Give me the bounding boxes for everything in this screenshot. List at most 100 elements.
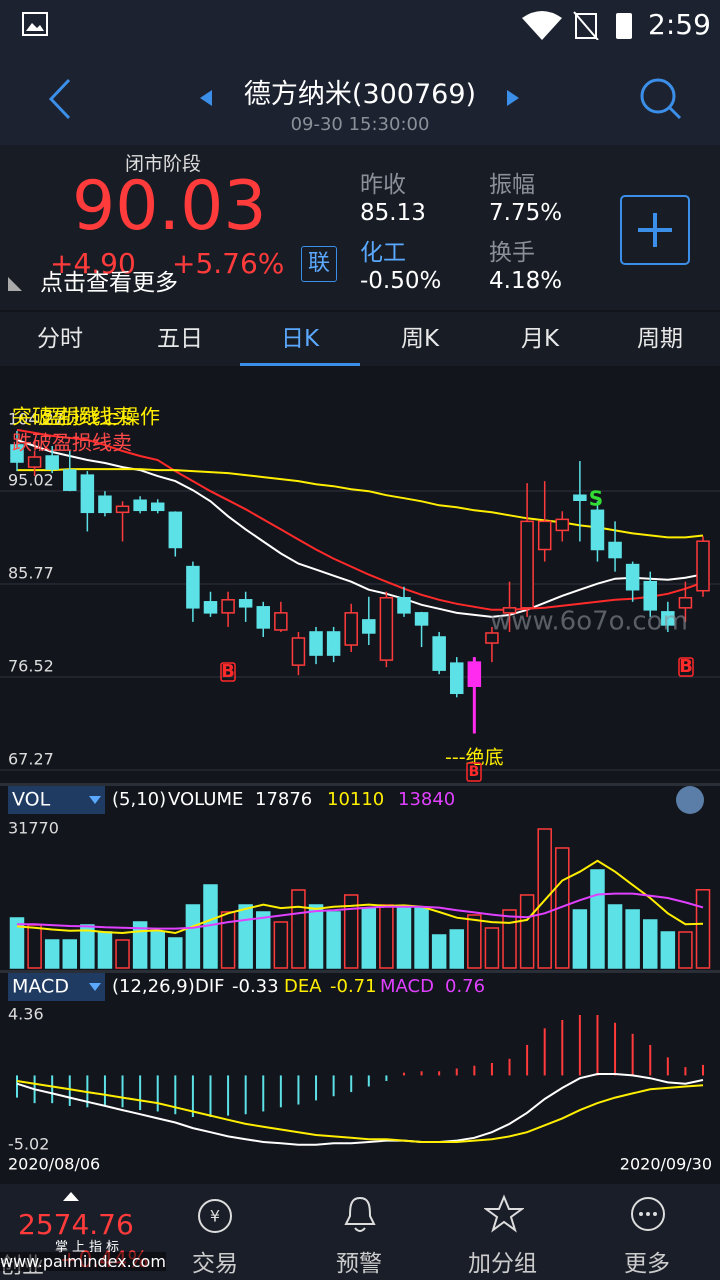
stat-value: -0.50% (360, 268, 442, 294)
volume-bar (273, 921, 289, 969)
nav-item[interactable]: 加分组 (468, 1251, 537, 1277)
dropdown-arrow (89, 983, 101, 991)
indicator-line (16, 1080, 704, 1143)
annotation: B (679, 656, 693, 677)
last-price: 90.03 (72, 167, 267, 246)
candle-body (537, 520, 552, 551)
annotation: S (589, 487, 603, 511)
candle-body (309, 631, 323, 656)
candle-body (467, 661, 482, 687)
link-button[interactable]: 联 (301, 246, 337, 282)
legend-value: -0.71 (330, 976, 377, 997)
candle-body (238, 599, 253, 608)
tab[interactable]: 五日 (157, 326, 203, 352)
annotation: 跌破盈损线卖 (12, 431, 132, 455)
tab[interactable]: 周K (400, 326, 440, 352)
gallery-icon (22, 12, 48, 36)
candle-body (80, 474, 95, 514)
volume-bar (80, 924, 95, 969)
indicator-line (16, 1073, 704, 1146)
volume-bar (326, 911, 341, 969)
y-tick-label: 4.36 (8, 1005, 44, 1024)
tab[interactable]: 月K (520, 326, 560, 352)
tab[interactable]: 日K (240, 312, 360, 366)
candle-body (590, 509, 605, 551)
stat-value: 85.13 (360, 200, 426, 226)
volume-bar (449, 929, 464, 969)
y-tick-label: 31770 (8, 819, 59, 838)
volume-bar (555, 847, 570, 969)
nav-item[interactable]: 更多 (624, 1251, 670, 1277)
search-button[interactable] (638, 76, 684, 122)
candle-body (643, 580, 657, 611)
indicator-line (16, 428, 704, 611)
market-phase: 闭市阶段 (125, 153, 202, 175)
price-change: +4.90 (50, 247, 136, 280)
stat-label: 换手 (489, 240, 535, 266)
volume-bar (431, 934, 447, 969)
y-tick-label: 67.27 (8, 750, 54, 769)
legend-name: VOLUME (168, 789, 243, 810)
candle-body (379, 597, 394, 661)
y-tick-label: 76.52 (8, 657, 54, 676)
trade-icon[interactable]: ¥ (195, 1196, 235, 1236)
favorite-icon[interactable] (484, 1194, 524, 1234)
y-tick-label: 95.02 (8, 471, 54, 490)
prev-stock[interactable] (198, 88, 214, 108)
tab[interactable]: 分时 (37, 326, 83, 352)
annotation: B (221, 661, 235, 682)
indicator-params: (12,26,9) (112, 976, 195, 997)
volume-bar (678, 931, 693, 969)
candle-body (485, 632, 499, 644)
indicator-selector[interactable] (8, 973, 105, 1001)
bottom-nav: 2574.76 创业 +0.44% 掌上指标 www.palmindex.com… (0, 1184, 720, 1280)
more-link[interactable]: 点击查看更多 (40, 270, 178, 296)
candle-body (221, 599, 235, 614)
stock-title: 德方纳米(300769) (243, 79, 477, 110)
candle-body (291, 637, 306, 666)
candle-body (98, 495, 112, 514)
candle-body (520, 520, 534, 609)
candle-body (678, 597, 693, 609)
candle-body (450, 662, 464, 695)
y-tick-label: 85.77 (8, 564, 54, 583)
candle-body (186, 565, 200, 609)
y-tick-label: 104.27 (8, 410, 64, 429)
more-icon[interactable] (628, 1194, 668, 1234)
nav-item[interactable]: 预警 (336, 1251, 382, 1277)
volume-bar (537, 828, 552, 969)
legend-name: DIF (195, 976, 225, 997)
dropdown-arrow (89, 796, 101, 804)
nav-item[interactable]: 交易 (192, 1251, 238, 1277)
volume-bar (379, 904, 394, 969)
legend-value: 17876 (255, 789, 312, 810)
legend-name: MACD (380, 976, 434, 997)
volume-bar (308, 904, 324, 969)
back-button[interactable] (45, 78, 75, 120)
expand-arrow[interactable] (62, 1190, 80, 1202)
next-stock[interactable] (505, 88, 521, 108)
expand-button[interactable] (676, 786, 704, 814)
candle-body (150, 502, 165, 512)
charts: 无双绝顶盈损线86.73强弱线85.92生命线90.59海底71.56天顶128… (0, 405, 720, 1174)
tab[interactable]: 周期 (637, 326, 683, 352)
volume-bar (185, 904, 201, 969)
header: 德方纳米(300769) 09-30 15:30:00 (0, 52, 720, 145)
volume-bar (343, 894, 359, 969)
alert-icon[interactable] (342, 1194, 378, 1236)
candle-body (168, 511, 183, 549)
indicator-selector-label: MACD (12, 976, 69, 998)
corner-icon (8, 277, 22, 291)
indicator-selector[interactable] (8, 786, 105, 814)
section-divider (0, 970, 720, 973)
volume-bar (150, 931, 165, 969)
stat-label[interactable]: 化工 (360, 240, 406, 266)
volume-bar (62, 939, 78, 969)
add-watchlist[interactable] (620, 195, 690, 265)
y-tick-label: -5.02 (8, 1135, 49, 1154)
legend-value: 0.76 (445, 976, 485, 997)
candle-body (63, 469, 77, 491)
x-tick-label: 2020/09/30 (620, 1155, 712, 1174)
volume-bar (625, 909, 640, 969)
stat-value: 4.18% (489, 268, 563, 294)
